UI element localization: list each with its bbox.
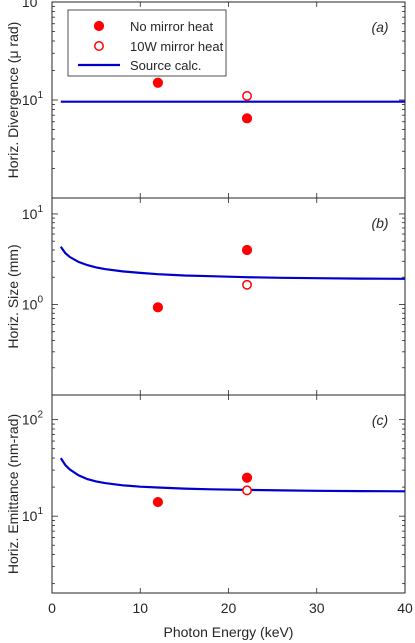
y-tick-label: 101 bbox=[22, 90, 44, 108]
x-tick-label: 40 bbox=[397, 600, 413, 616]
panels: 101 102 (a) Horiz. Divergence (μ rad) No mir… bbox=[5, 0, 413, 640]
panel-1: 101 102 (a) Horiz. Divergence (μ rad) No mir… bbox=[5, 0, 406, 199]
10w-mirror-heat-point bbox=[242, 279, 252, 290]
panel-tag: (b) bbox=[371, 215, 388, 231]
no-mirror-heat-point bbox=[152, 77, 163, 88]
no-mirror-heat-point bbox=[152, 302, 163, 313]
x-tick-label: 10 bbox=[132, 600, 148, 616]
x-tick-label: 0 bbox=[48, 600, 56, 616]
y-axis-title: Horiz. Divergence (μ rad) bbox=[5, 22, 21, 179]
no-mirror-heat-point bbox=[241, 472, 253, 483]
legend-entry-label: Source calc. bbox=[130, 58, 202, 73]
y-tick-label: 101 bbox=[22, 204, 44, 222]
no-mirror-heat-point bbox=[241, 244, 253, 256]
panel-tag: (a) bbox=[371, 19, 388, 35]
10w-mirror-heat-point bbox=[242, 90, 252, 101]
legend: No mirror heat 10W mirror heat Source calc… bbox=[67, 9, 227, 77]
y-tick-label: 102 bbox=[22, 410, 44, 428]
panel-tag: (c) bbox=[372, 412, 388, 428]
source-calc-line bbox=[59, 457, 405, 493]
legend-entry-label: 10W mirror heat bbox=[130, 39, 224, 54]
y-axis-title: Horiz. Size (mm) bbox=[5, 244, 21, 348]
panel-2: 100 101 (b) Horiz. Size (mm) bbox=[5, 197, 406, 396]
y-tick-label: 102 bbox=[22, 0, 44, 10]
no-mirror-heat-point bbox=[152, 496, 163, 508]
legend-filled-marker bbox=[93, 20, 105, 32]
y-tick-label: 100 bbox=[22, 294, 44, 312]
x-tick-label: 30 bbox=[309, 600, 325, 616]
y-axis-title: Horiz. Emittance (nm-rad) bbox=[5, 414, 21, 574]
no-mirror-heat-point bbox=[241, 113, 253, 124]
x-axis-title: Photon Energy (keV) bbox=[164, 624, 294, 640]
x-tick-label: 20 bbox=[221, 600, 237, 616]
legend-entry-label: No mirror heat bbox=[130, 19, 213, 34]
10w-mirror-heat-point bbox=[242, 485, 252, 496]
y-tick-label: 101 bbox=[22, 506, 44, 524]
source-calc-line bbox=[59, 246, 405, 280]
legend-open-marker bbox=[94, 41, 104, 51]
